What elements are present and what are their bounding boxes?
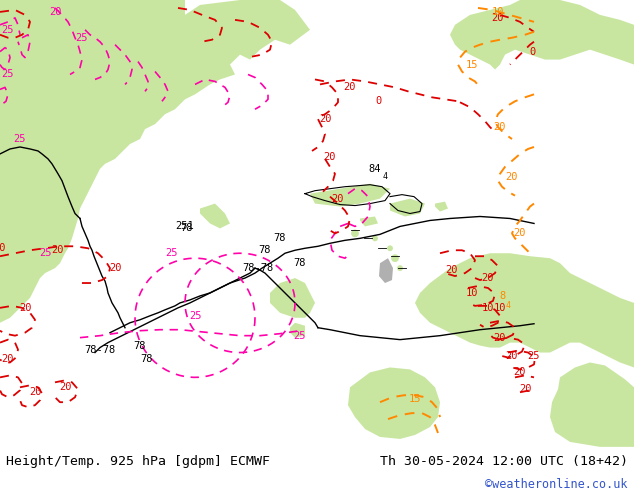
Text: 25: 25 [2,70,14,79]
Text: 78: 78 [294,258,306,268]
Text: 25: 25 [294,331,306,341]
Text: 10: 10 [492,7,504,17]
Text: 84: 84 [369,164,381,174]
Text: 20: 20 [344,82,356,93]
Text: 10: 10 [482,303,495,313]
Text: 78: 78 [141,354,153,365]
Text: 20: 20 [2,354,14,365]
Text: 20: 20 [506,172,518,182]
Text: 8: 8 [499,291,505,301]
Text: 78: 78 [259,245,271,255]
Text: 0: 0 [529,47,535,57]
Text: 20: 20 [492,13,504,23]
Text: 25: 25 [527,350,540,361]
Text: 25: 25 [2,25,14,35]
Text: 4: 4 [382,172,387,181]
Text: Th 30-05-2024 12:00 UTC (18+42): Th 30-05-2024 12:00 UTC (18+42) [380,456,628,468]
Text: ©weatheronline.co.uk: ©weatheronline.co.uk [485,478,628,490]
Text: 15: 15 [466,60,478,70]
Text: 78: 78 [274,233,286,244]
Text: 20: 20 [514,368,526,377]
Text: 20: 20 [29,387,41,397]
Text: 78-78: 78-78 [84,344,115,355]
Text: 4: 4 [505,301,510,310]
Text: 20: 20 [59,382,71,392]
Text: 20: 20 [19,303,31,313]
Text: 25: 25 [189,311,201,321]
Text: 20: 20 [52,245,64,255]
Text: Height/Temp. 925 hPa [gdpm] ECMWF: Height/Temp. 925 hPa [gdpm] ECMWF [6,456,270,468]
Text: 15: 15 [409,394,421,404]
Text: 20: 20 [482,273,495,283]
Text: 20: 20 [109,263,121,273]
Text: 20: 20 [494,122,507,132]
Text: 25: 25 [75,33,88,43]
Text: 78: 78 [134,341,146,350]
Text: 25: 25 [14,134,26,144]
Polygon shape [379,258,393,283]
Text: 25: 25 [165,248,178,258]
Text: 251: 251 [176,221,195,231]
Text: 78-78: 78-78 [242,263,274,273]
Text: 20: 20 [514,228,526,238]
Text: 20: 20 [0,243,6,253]
Text: 20: 20 [446,265,458,275]
Text: 10: 10 [466,288,478,298]
Text: 20: 20 [49,7,61,17]
Text: 20: 20 [332,194,344,204]
Text: 25: 25 [39,248,51,258]
Text: 10: 10 [494,303,507,313]
Text: 20: 20 [319,114,331,124]
Text: 20: 20 [506,350,518,361]
Text: 20: 20 [324,152,336,162]
Text: 20: 20 [494,333,507,343]
Text: 78: 78 [181,223,193,233]
Text: 0: 0 [375,97,381,106]
Text: 20: 20 [519,384,531,394]
